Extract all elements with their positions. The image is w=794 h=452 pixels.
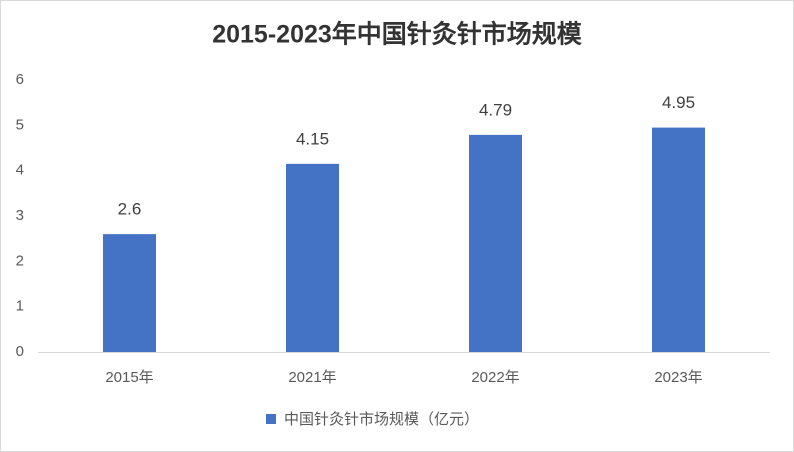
y-tick-label: 2 <box>16 252 24 269</box>
x-tick-label: 2022年 <box>471 369 519 386</box>
bar <box>286 163 339 352</box>
data-label: 4.95 <box>662 93 695 112</box>
bar <box>652 127 705 352</box>
legend-label: 中国针灸针市场规模（亿元） <box>284 411 479 428</box>
y-tick-label: 5 <box>16 116 24 133</box>
data-label: 4.15 <box>296 129 329 148</box>
y-tick-label: 0 <box>16 343 24 360</box>
data-label: 4.79 <box>479 100 512 119</box>
x-tick-label: 2015年 <box>105 369 153 386</box>
bar <box>103 234 156 352</box>
x-tick-label: 2023年 <box>654 369 702 386</box>
chart-title: 2015-2023年中国针灸针市场规模 <box>212 20 583 49</box>
y-tick-label: 3 <box>16 207 24 224</box>
y-tick-label: 4 <box>16 162 24 179</box>
y-tick-label: 6 <box>16 71 24 88</box>
bar <box>469 134 522 352</box>
legend-swatch <box>266 414 276 424</box>
y-tick-label: 1 <box>16 298 24 315</box>
data-label: 2.6 <box>118 200 142 219</box>
x-tick-label: 2021年 <box>288 369 336 386</box>
